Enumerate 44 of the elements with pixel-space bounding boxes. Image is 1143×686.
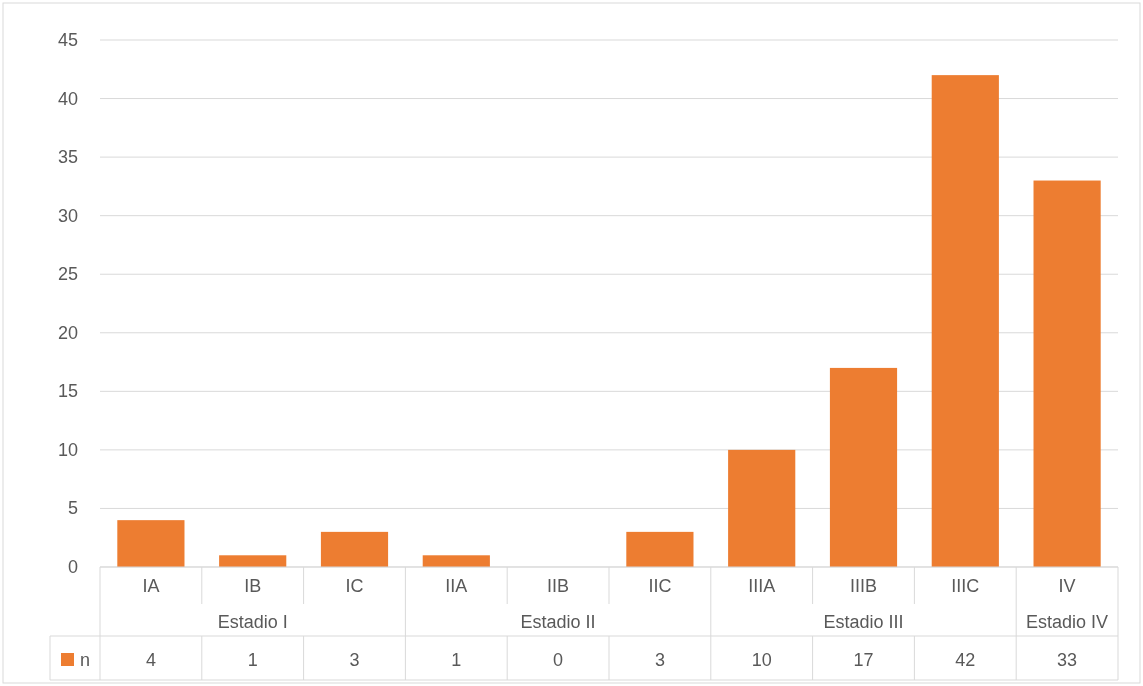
x-tick-label: IIIC	[951, 576, 980, 596]
x-tick-label: IIC	[648, 576, 672, 596]
bar	[117, 520, 185, 567]
data-label: 10	[751, 650, 772, 670]
data-label: 3	[654, 650, 665, 670]
y-tick-label: 25	[57, 264, 78, 285]
data-label: 1	[451, 650, 462, 670]
y-tick-label: 15	[57, 381, 78, 402]
bar	[626, 531, 694, 567]
bar	[422, 555, 490, 567]
data-label: 4	[145, 650, 156, 670]
y-tick-label: 35	[57, 147, 78, 168]
x-tick-label: IB	[244, 576, 262, 596]
x-tick-label: IIIA	[748, 576, 776, 596]
legend-label: n	[80, 650, 91, 670]
text: Estadio IV	[1026, 612, 1109, 632]
x-tick-label: IIB	[547, 576, 570, 596]
y-tick-label: 45	[57, 30, 78, 50]
data-label: 17	[853, 650, 874, 670]
x-tick-label: IV	[1058, 576, 1076, 596]
y-tick-label: 20	[57, 322, 78, 343]
bar	[219, 555, 287, 567]
data-label: 0	[553, 650, 564, 670]
y-tick-label: 0	[67, 557, 78, 577]
data-label: 1	[247, 650, 258, 670]
data-label: 33	[1057, 650, 1078, 670]
text: Estadio III	[823, 612, 904, 632]
text: Estadio I	[217, 612, 288, 632]
x-tick-label: IIA	[445, 576, 468, 596]
x-tick-label: IIIB	[849, 576, 878, 596]
text: Estadio II	[520, 612, 596, 632]
bar	[829, 367, 898, 567]
y-tick-label: 30	[57, 205, 78, 226]
y-tick-label: 5	[67, 498, 78, 519]
bar	[1033, 180, 1101, 567]
bar	[320, 531, 389, 567]
bar	[931, 75, 999, 567]
x-tick-label: IC	[345, 576, 364, 596]
y-tick-label: 40	[57, 88, 78, 109]
data-label: 42	[955, 650, 976, 670]
data-label: 3	[349, 650, 360, 670]
y-tick-label: 10	[57, 439, 78, 460]
bar	[728, 449, 796, 567]
x-tick-label: IA	[142, 576, 160, 596]
